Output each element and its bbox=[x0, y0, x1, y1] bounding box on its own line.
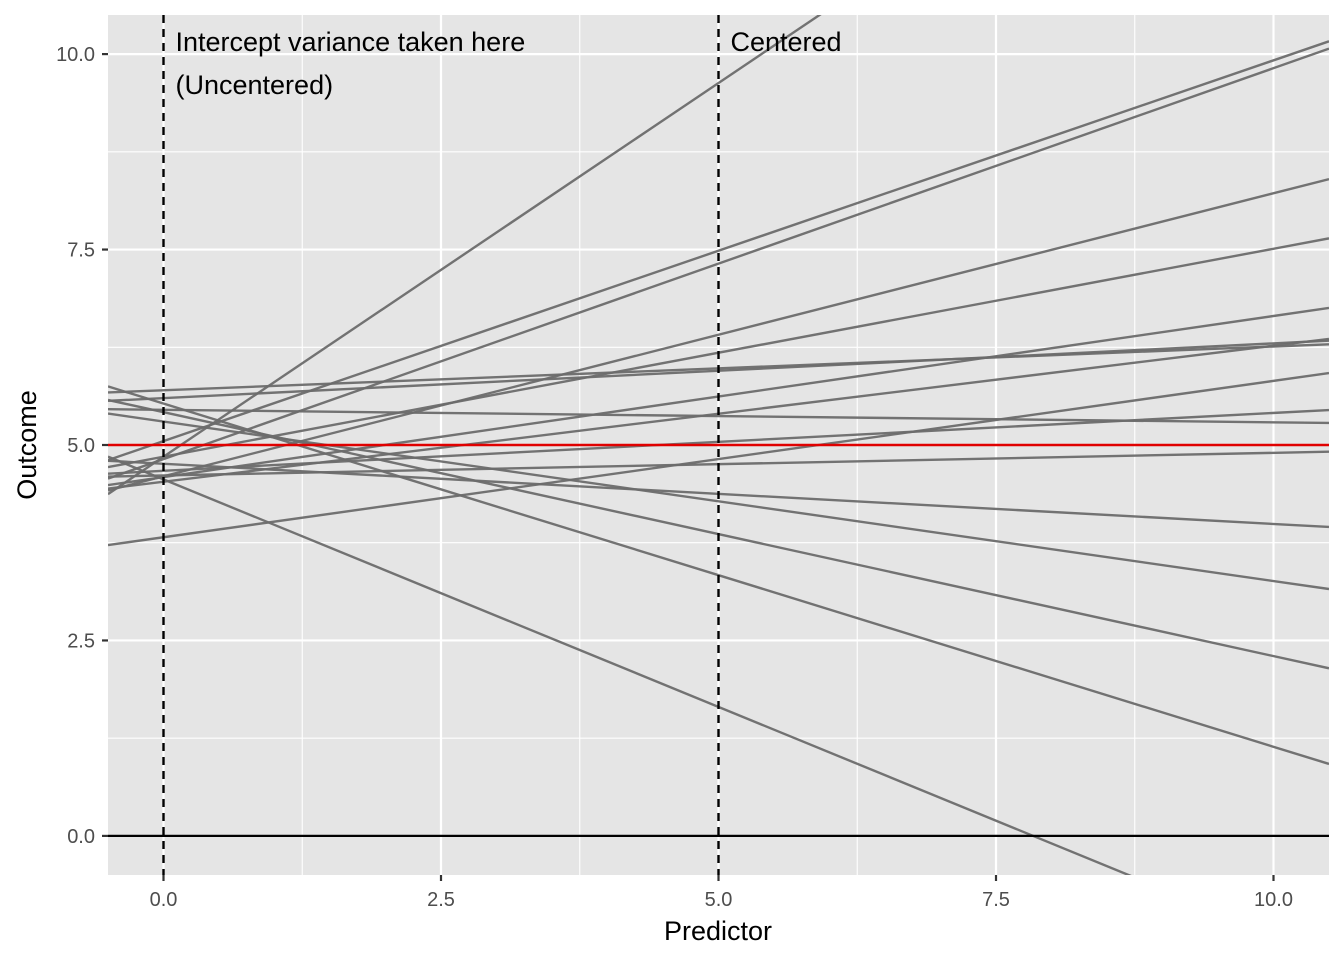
series-line-15 bbox=[108, 412, 1329, 591]
y-tick-label: 7.5 bbox=[67, 240, 95, 262]
annotation-text-1-2: (Uncentered) bbox=[176, 70, 334, 100]
x-tick-label: 7.5 bbox=[982, 889, 1010, 911]
y-tick-label: 2.5 bbox=[67, 630, 95, 652]
x-tick-label: 5.0 bbox=[705, 889, 733, 911]
plot-lines bbox=[108, 15, 1329, 875]
x-tick-label: 10.0 bbox=[1254, 889, 1293, 911]
annotations: Intercept variance taken here (Uncentered… bbox=[176, 27, 842, 100]
series-line-3 bbox=[108, 47, 1329, 480]
y-axis: 0.0 2.5 5.0 7.5 10.0 bbox=[56, 44, 108, 848]
x-axis-title: Predictor bbox=[664, 916, 772, 946]
annotation-text-1-1: Intercept variance taken here bbox=[176, 27, 526, 57]
series-line-1 bbox=[108, 15, 822, 496]
x-tick-label: 0.0 bbox=[150, 889, 178, 911]
annotation-text-2-1: Centered bbox=[731, 27, 842, 57]
x-axis: 0.0 2.5 5.0 7.5 10.0 bbox=[150, 875, 1293, 911]
y-tick-label: 0.0 bbox=[67, 826, 95, 848]
series-line-13 bbox=[108, 407, 1329, 425]
y-tick-label: 5.0 bbox=[67, 435, 95, 457]
y-axis-title: Outcome bbox=[12, 390, 42, 500]
series-line-10 bbox=[108, 371, 1329, 547]
series-line-4 bbox=[108, 177, 1329, 492]
y-tick-label: 10.0 bbox=[56, 44, 95, 66]
x-tick-label: 2.5 bbox=[427, 889, 455, 911]
